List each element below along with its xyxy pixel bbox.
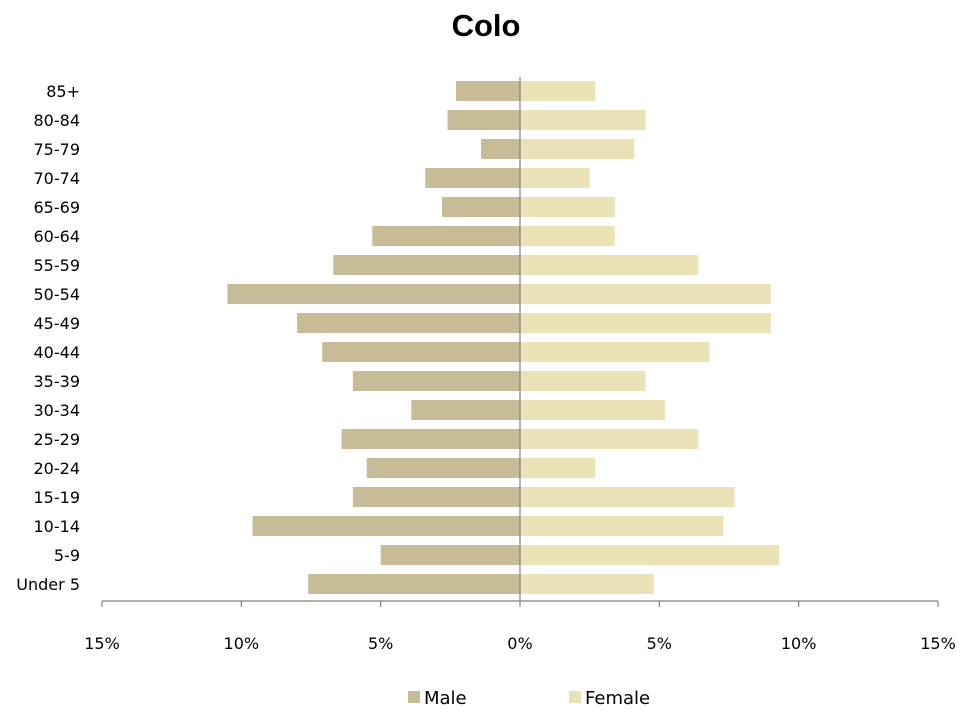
female-bar [520, 516, 724, 536]
x-axis-ticks: 15% 10% 5% 0% 5% 10% 15% [84, 601, 956, 653]
female-bar [520, 255, 699, 275]
male-bar [352, 487, 520, 507]
category-label: 35-39 [34, 372, 81, 391]
female-bar [520, 487, 735, 507]
chart-title: Colo [452, 8, 521, 43]
female-bar [520, 197, 615, 217]
female-bar [520, 226, 615, 246]
category-label: 45-49 [34, 314, 81, 333]
female-bar [520, 313, 771, 333]
female-bar [520, 81, 596, 101]
x-tick-label: 5% [368, 634, 393, 653]
male-bar [372, 226, 520, 246]
female-legend-label: Female [585, 688, 650, 709]
male-bar [455, 81, 520, 101]
female-bar [520, 429, 699, 449]
category-label: 75-79 [34, 140, 81, 159]
female-bar [520, 400, 665, 420]
male-legend-label: Male [424, 688, 467, 709]
legend: Male Female [408, 688, 650, 709]
male-bar [411, 400, 520, 420]
male-bar [341, 429, 520, 449]
x-tick-label: 5% [647, 634, 672, 653]
female-bar [520, 139, 635, 159]
category-label: 20-24 [34, 459, 81, 478]
male-bar [366, 458, 520, 478]
female-bar [520, 458, 596, 478]
male-bar [480, 139, 520, 159]
male-bar [333, 255, 520, 275]
female-bar [520, 545, 780, 565]
female-bar [520, 284, 771, 304]
female-legend-swatch [569, 691, 581, 703]
category-label: 85+ [46, 82, 80, 101]
bars-group [227, 81, 780, 594]
female-bar [520, 574, 654, 594]
category-label: 5-9 [54, 546, 80, 565]
x-tick-label: 0% [507, 634, 532, 653]
category-label: 60-64 [34, 227, 81, 246]
female-bar [520, 168, 590, 188]
category-label: 15-19 [34, 488, 81, 507]
male-bar [297, 313, 520, 333]
x-tick-label: 10% [224, 634, 260, 653]
x-tick-label: 15% [920, 634, 956, 653]
female-bar [520, 342, 710, 362]
category-label: 40-44 [34, 343, 81, 362]
category-label: 50-54 [34, 285, 81, 304]
male-bar [252, 516, 521, 536]
male-bar [352, 371, 520, 391]
category-label: 80-84 [34, 111, 81, 130]
category-labels: 85+ 80-84 75-79 70-74 65-69 60-64 55-59 50-54 45… [16, 82, 80, 594]
male-bar [380, 545, 520, 565]
category-label: Under 5 [16, 575, 80, 594]
female-bar [520, 110, 646, 130]
male-legend-swatch [408, 691, 420, 703]
category-label: 30-34 [34, 401, 81, 420]
male-bar [425, 168, 520, 188]
male-bar [227, 284, 520, 304]
category-label: 55-59 [34, 256, 81, 275]
male-bar [447, 110, 520, 130]
female-bar [520, 371, 646, 391]
category-label: 10-14 [34, 517, 81, 536]
male-bar [441, 197, 520, 217]
category-label: 25-29 [34, 430, 81, 449]
category-label: 70-74 [34, 169, 81, 188]
x-tick-label: 15% [84, 634, 120, 653]
male-bar [308, 574, 520, 594]
male-bar [322, 342, 520, 362]
x-tick-label: 10% [781, 634, 817, 653]
category-label: 65-69 [34, 198, 81, 217]
